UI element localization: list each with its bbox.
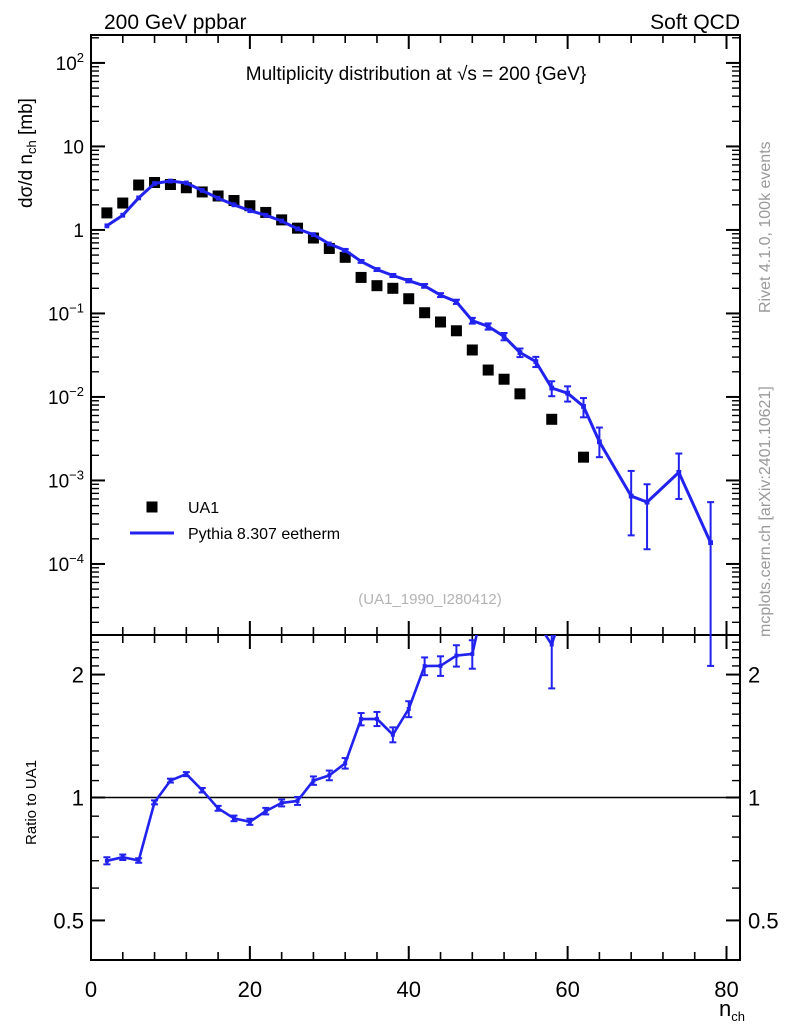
- ua1-data-series: [101, 176, 590, 463]
- y-axis-label: dσ/d nch [mb]: [16, 98, 39, 208]
- svg-text:10−2: 10−2: [48, 384, 84, 409]
- svg-text:10: 10: [63, 137, 84, 158]
- ratio-curve-series: [103, 635, 715, 866]
- svg-text:102: 102: [56, 50, 84, 75]
- svg-text:1: 1: [748, 786, 760, 811]
- svg-text:0.5: 0.5: [748, 908, 779, 933]
- svg-text:1: 1: [73, 221, 84, 242]
- ratio-tick-labels: 2 2 1 1 0.5 0.5: [53, 663, 778, 934]
- main-y-tick-labels: 102 10 1 10−1 10−2 10−3 10−4: [48, 50, 84, 576]
- svg-text:80: 80: [714, 977, 738, 1002]
- svg-text:20: 20: [238, 977, 262, 1002]
- svg-text:2: 2: [72, 663, 84, 688]
- legend: UA1 Pythia 8.307 eetherm: [130, 500, 340, 543]
- mcplots-arxiv-note: mcplots.cern.ch [arXiv:2401.10621]: [757, 386, 774, 637]
- svg-text:10−4: 10−4: [48, 551, 84, 576]
- legend-marker-ua1: [146, 501, 158, 513]
- svg-text:1: 1: [72, 786, 84, 811]
- rivet-version-note: Rivet 4.1.0, 100k events: [757, 141, 774, 313]
- pythia-curve-series: [104, 178, 715, 635]
- main-y-axis-ticks: [91, 37, 740, 624]
- y-axis-label-unit: [mb]: [16, 98, 37, 140]
- y-axis-label-sub: ch: [24, 140, 39, 154]
- svg-text:0.5: 0.5: [53, 908, 84, 933]
- plot-title: Multiplicity distribution at √s = 200 {G…: [246, 64, 586, 85]
- svg-text:2: 2: [748, 663, 760, 688]
- panel-frames: [90, 34, 741, 961]
- ratio-y-axis-label: Ratio to UA1: [23, 760, 40, 845]
- svg-text:0: 0: [85, 977, 97, 1002]
- legend-label-ua1: UA1: [188, 500, 219, 517]
- x-axis-label: nch: [719, 996, 745, 1024]
- analysis-id-watermark: (UA1_1990_I280412): [358, 591, 501, 608]
- legend-label-pythia: Pythia 8.307 eetherm: [188, 526, 340, 543]
- x-axis-label-main: n: [719, 996, 731, 1021]
- y-axis-label-main: dσ/d n: [16, 154, 37, 208]
- header-left: 200 GeV ppbar: [104, 11, 246, 34]
- svg-text:10−3: 10−3: [48, 467, 84, 492]
- svg-text:60: 60: [555, 977, 579, 1002]
- svg-text:40: 40: [397, 977, 421, 1002]
- chart-generated-layers: 102 10 1 10−1 10−2 10−3 10−4 0 20 40 60 80 2 2 1 1 0.5 0.…: [48, 34, 779, 1002]
- svg-text:10−1: 10−1: [48, 300, 84, 325]
- x-tick-labels: 0 20 40 60 80: [85, 977, 739, 1002]
- x-axis-label-sub: ch: [731, 1009, 745, 1024]
- header-right: Soft QCD: [650, 11, 740, 34]
- x-axis-ticks: [90, 35, 728, 960]
